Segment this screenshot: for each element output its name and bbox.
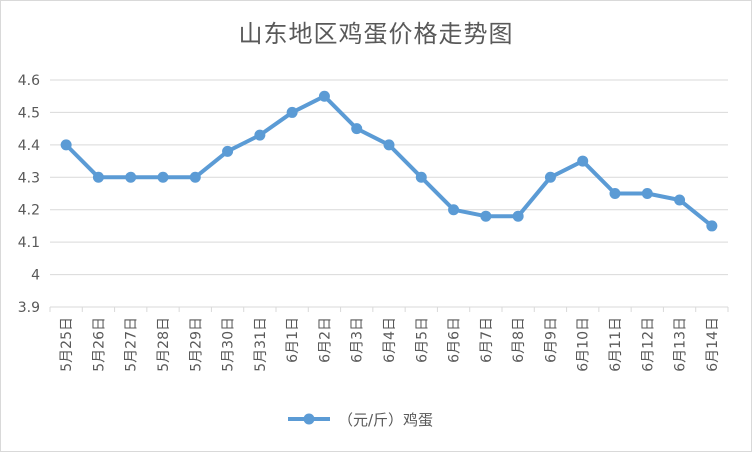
x-tick-label: 6月13日 [673, 317, 689, 372]
x-tick-label: 6月2日 [317, 317, 333, 363]
data-point [706, 220, 718, 232]
x-tick-label: 6月11日 [608, 317, 624, 372]
series-layer [60, 90, 718, 232]
x-tick-label: 5月25日 [59, 317, 75, 372]
data-point [577, 155, 589, 167]
y-tick-label: 4.1 [18, 235, 40, 251]
x-tick-label: 6月3日 [350, 317, 366, 363]
data-point [383, 139, 395, 151]
y-tick-label: 4.6 [18, 73, 40, 89]
x-tick-label: 6月10日 [576, 317, 592, 372]
data-point [351, 123, 363, 135]
x-tick-label: 5月28日 [156, 317, 172, 372]
chart-title: 山东地区鸡蛋价格走势图 [238, 20, 514, 48]
x-tick-label: 5月29日 [188, 317, 204, 372]
y-tick-label: 4.3 [18, 170, 40, 186]
legend-label: （元/斤）鸡蛋 [338, 411, 433, 429]
x-tick-label: 5月30日 [221, 317, 237, 372]
x-tick-label: 6月6日 [447, 317, 463, 363]
legend-marker [303, 413, 315, 425]
data-point [254, 129, 266, 141]
y-tick-label: 4.2 [18, 203, 40, 219]
x-tick-label: 6月7日 [479, 317, 495, 363]
data-point [60, 139, 72, 151]
x-tick-label: 5月31日 [253, 317, 269, 372]
data-point [286, 106, 298, 118]
data-point [125, 171, 137, 183]
x-tick-label: 6月14日 [705, 317, 721, 372]
y-axis-ticks: 3.9 4 4.1 4.2 4.3 4.4 4.5 4.6 [18, 73, 40, 316]
x-axis-ticks: 5月25日 5月26日 5月27日 5月28日 5月29日 5月30日 5月31日 6月1日 6… [49, 307, 729, 372]
data-point [480, 210, 492, 222]
x-tick-label: 6月12日 [640, 317, 656, 372]
y-tick-label: 4 [31, 268, 40, 284]
y-tick-label: 4.5 [18, 105, 40, 121]
data-point [512, 210, 524, 222]
x-tick-label: 5月26日 [91, 317, 107, 372]
data-point [415, 171, 427, 183]
data-point [318, 90, 330, 102]
x-tick-label: 6月8日 [511, 317, 527, 363]
data-point [674, 194, 686, 206]
data-point [641, 188, 653, 199]
y-tick-label: 4.4 [18, 138, 40, 154]
x-tick-label: 6月9日 [543, 317, 559, 363]
data-point [222, 145, 234, 157]
data-point [92, 171, 104, 183]
x-tick-label: 5月27日 [124, 317, 140, 372]
data-point [544, 171, 556, 183]
x-tick-label: 6月1日 [285, 317, 301, 363]
x-tick-label: 6月4日 [382, 317, 398, 363]
legend: （元/斤）鸡蛋 [288, 411, 433, 429]
series-line [64, 94, 714, 228]
x-tick-label: 6月5日 [414, 317, 430, 363]
y-tick-label: 3.9 [18, 300, 40, 316]
data-point [609, 188, 621, 199]
data-point [189, 171, 201, 183]
data-point [157, 171, 169, 183]
data-point [448, 204, 460, 216]
